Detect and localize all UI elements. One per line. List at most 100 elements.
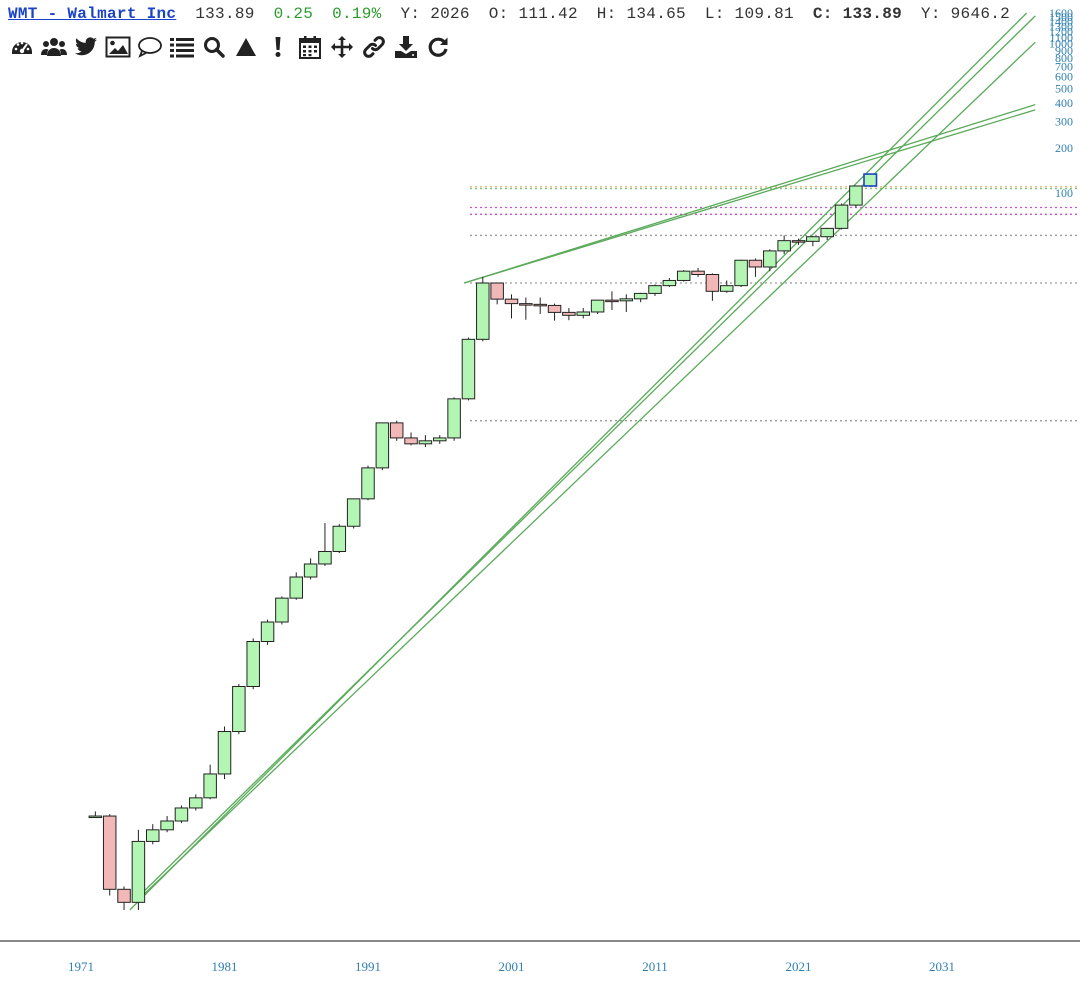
- candle: [605, 291, 619, 310]
- candle-body: [849, 185, 863, 206]
- trend-line: [129, 12, 1028, 911]
- candle-body: [763, 250, 777, 268]
- candle: [389, 420, 404, 441]
- candle: [777, 235, 791, 255]
- y-tick-label: 1500: [1049, 10, 1073, 24]
- candle-body: [504, 298, 519, 305]
- candle-body: [260, 621, 275, 642]
- y-tick-label: 1200: [1049, 25, 1073, 39]
- users-icon[interactable]: [40, 34, 67, 61]
- twitter-icon[interactable]: [72, 34, 99, 61]
- candle-body: [418, 440, 433, 445]
- candle: [576, 308, 590, 319]
- candle: [863, 173, 878, 187]
- candle-body: [146, 829, 160, 842]
- candle: [461, 337, 476, 401]
- exclamation-icon[interactable]: [264, 34, 291, 61]
- candle: [102, 814, 117, 896]
- refresh-icon[interactable]: [424, 34, 451, 61]
- search-icon[interactable]: [200, 34, 227, 61]
- candle-body: [318, 550, 332, 565]
- y-tick-label: 500: [1055, 82, 1073, 96]
- close-value: 133.89: [842, 5, 903, 23]
- candle-body: [633, 292, 648, 300]
- download-icon[interactable]: [392, 34, 419, 61]
- x-tick-label: 1971: [68, 959, 94, 974]
- candle-body: [820, 227, 834, 238]
- candle-body: [576, 311, 590, 316]
- list-icon[interactable]: [168, 34, 195, 61]
- y-tick-label: 1400: [1049, 15, 1073, 29]
- candle: [519, 297, 533, 320]
- price-change: 0.25: [273, 5, 314, 23]
- candle-body: [246, 641, 260, 688]
- candle: [117, 886, 131, 910]
- move-icon[interactable]: [328, 34, 355, 61]
- candle: [562, 308, 576, 321]
- candle: [504, 294, 519, 319]
- candle-body: [389, 422, 404, 439]
- candle: [820, 227, 834, 240]
- low-label: L:: [704, 5, 725, 23]
- candle: [404, 432, 418, 446]
- triangle-icon[interactable]: [232, 34, 259, 61]
- candle-body: [476, 282, 490, 340]
- candle: [849, 185, 863, 208]
- candle: [806, 236, 820, 247]
- candle-body: [720, 285, 734, 292]
- x-tick-label: 2001: [499, 959, 525, 974]
- candle-body: [303, 563, 318, 578]
- candle-body: [590, 299, 605, 313]
- x-tick-label: 1991: [355, 959, 381, 974]
- candle-body: [88, 815, 103, 819]
- candle: [346, 498, 361, 529]
- candle: [146, 824, 160, 845]
- candle-body: [705, 274, 720, 292]
- candle-body: [131, 840, 146, 903]
- trend-line: [463, 104, 1036, 284]
- dashboard-icon[interactable]: [8, 34, 35, 61]
- candle: [590, 299, 605, 315]
- candle-body: [691, 270, 705, 276]
- candle: [88, 811, 103, 819]
- candle-body: [289, 576, 303, 599]
- candle-body: [232, 686, 246, 733]
- candle-body: [346, 498, 361, 527]
- y-tick-label: 1600: [1049, 6, 1073, 20]
- candle-body: [102, 815, 117, 890]
- high-label: H:: [596, 5, 617, 23]
- low-value: 109.81: [734, 5, 794, 23]
- comment-icon[interactable]: [136, 34, 163, 61]
- candle: [533, 297, 547, 315]
- y-tick-label: 1000: [1049, 37, 1073, 51]
- symbol-link[interactable]: WMT - Walmart Inc: [8, 5, 177, 23]
- close-label: C:: [812, 5, 833, 23]
- calendar-icon[interactable]: [296, 34, 323, 61]
- candle: [332, 524, 347, 554]
- candle: [648, 284, 662, 296]
- candle: [232, 683, 246, 735]
- candle: [361, 465, 375, 501]
- link-icon[interactable]: [360, 34, 387, 61]
- high-value: 134.65: [626, 5, 686, 23]
- x-tick-label: 1981: [212, 959, 238, 974]
- image-icon[interactable]: [104, 34, 131, 61]
- candle: [662, 278, 677, 288]
- candle: [318, 523, 332, 566]
- candle-body: [361, 467, 375, 500]
- candle: [633, 292, 648, 303]
- trend-line: [463, 109, 1036, 284]
- price-change-pct: 0.19%: [332, 5, 382, 23]
- year2-label: Y:: [920, 5, 941, 23]
- y-tick-label: 700: [1055, 60, 1073, 74]
- candle: [676, 270, 691, 282]
- candle: [160, 816, 174, 833]
- candle-body: [404, 437, 418, 445]
- candle: [748, 258, 763, 277]
- candle-body: [748, 259, 763, 268]
- candle-body: [662, 279, 677, 287]
- candle: [476, 276, 490, 342]
- candle: [303, 558, 318, 580]
- candle-body: [562, 311, 576, 316]
